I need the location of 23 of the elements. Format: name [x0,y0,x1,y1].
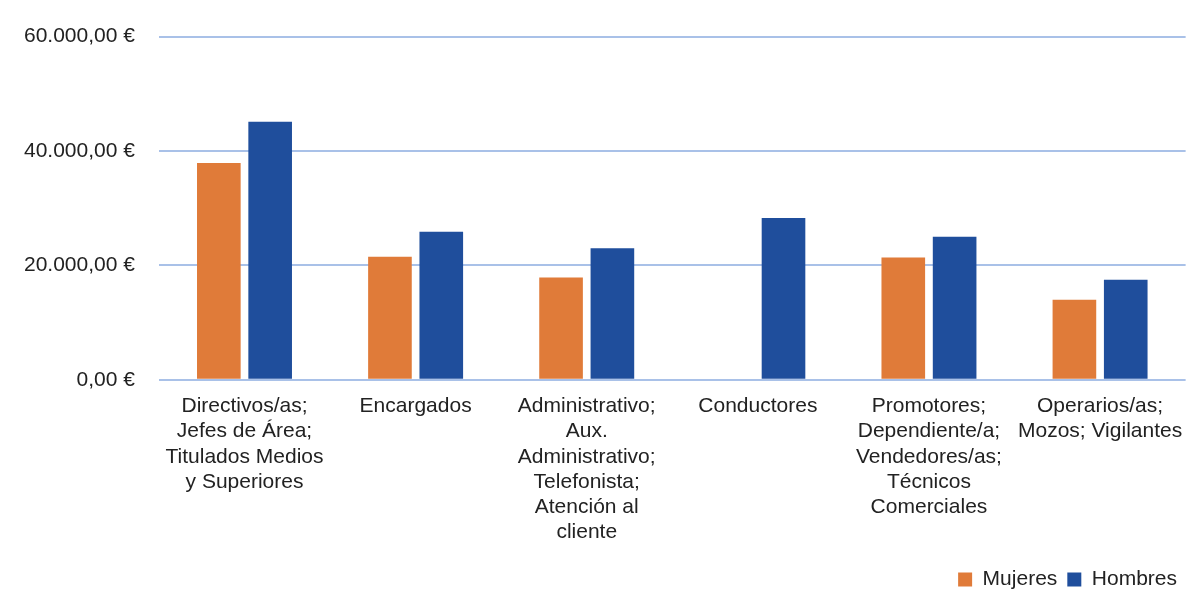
legend-label: Mujeres [982,566,1058,590]
x-tick-label: Encargados [359,393,472,417]
x-tick-label: Administrativo; Aux. Administrativo; Telefonista; Atención al cliente [517,393,656,543]
x-tick-label: Directivos/as; Jefes de Área; Titulados Medios y Superiores [165,393,324,492]
bar [932,236,977,379]
x-tick-label: Operarios/as; Mozos; Vigilantes [1017,393,1183,442]
y-tick-label: 0,00 € [76,366,136,390]
legend-label: Hombres [1091,566,1178,590]
x-tick-label: Promotores; Dependiente/a; Vendedores/as; Técnicos Comerciales [855,393,1002,517]
bar [197,163,241,379]
y-tick-label: 40.000,00 € [24,137,136,161]
bar [761,217,806,379]
y-tick-label: 20.000,00 € [24,252,136,276]
bar [248,121,292,379]
bar [1052,299,1097,379]
bar [539,277,583,379]
y-tick-label: 60.000,00 € [24,23,136,47]
bar [881,257,926,379]
bar [590,248,635,379]
x-tick-label: Conductores [698,393,818,417]
bar [1103,279,1148,379]
bar [419,231,464,379]
bar [368,256,412,379]
